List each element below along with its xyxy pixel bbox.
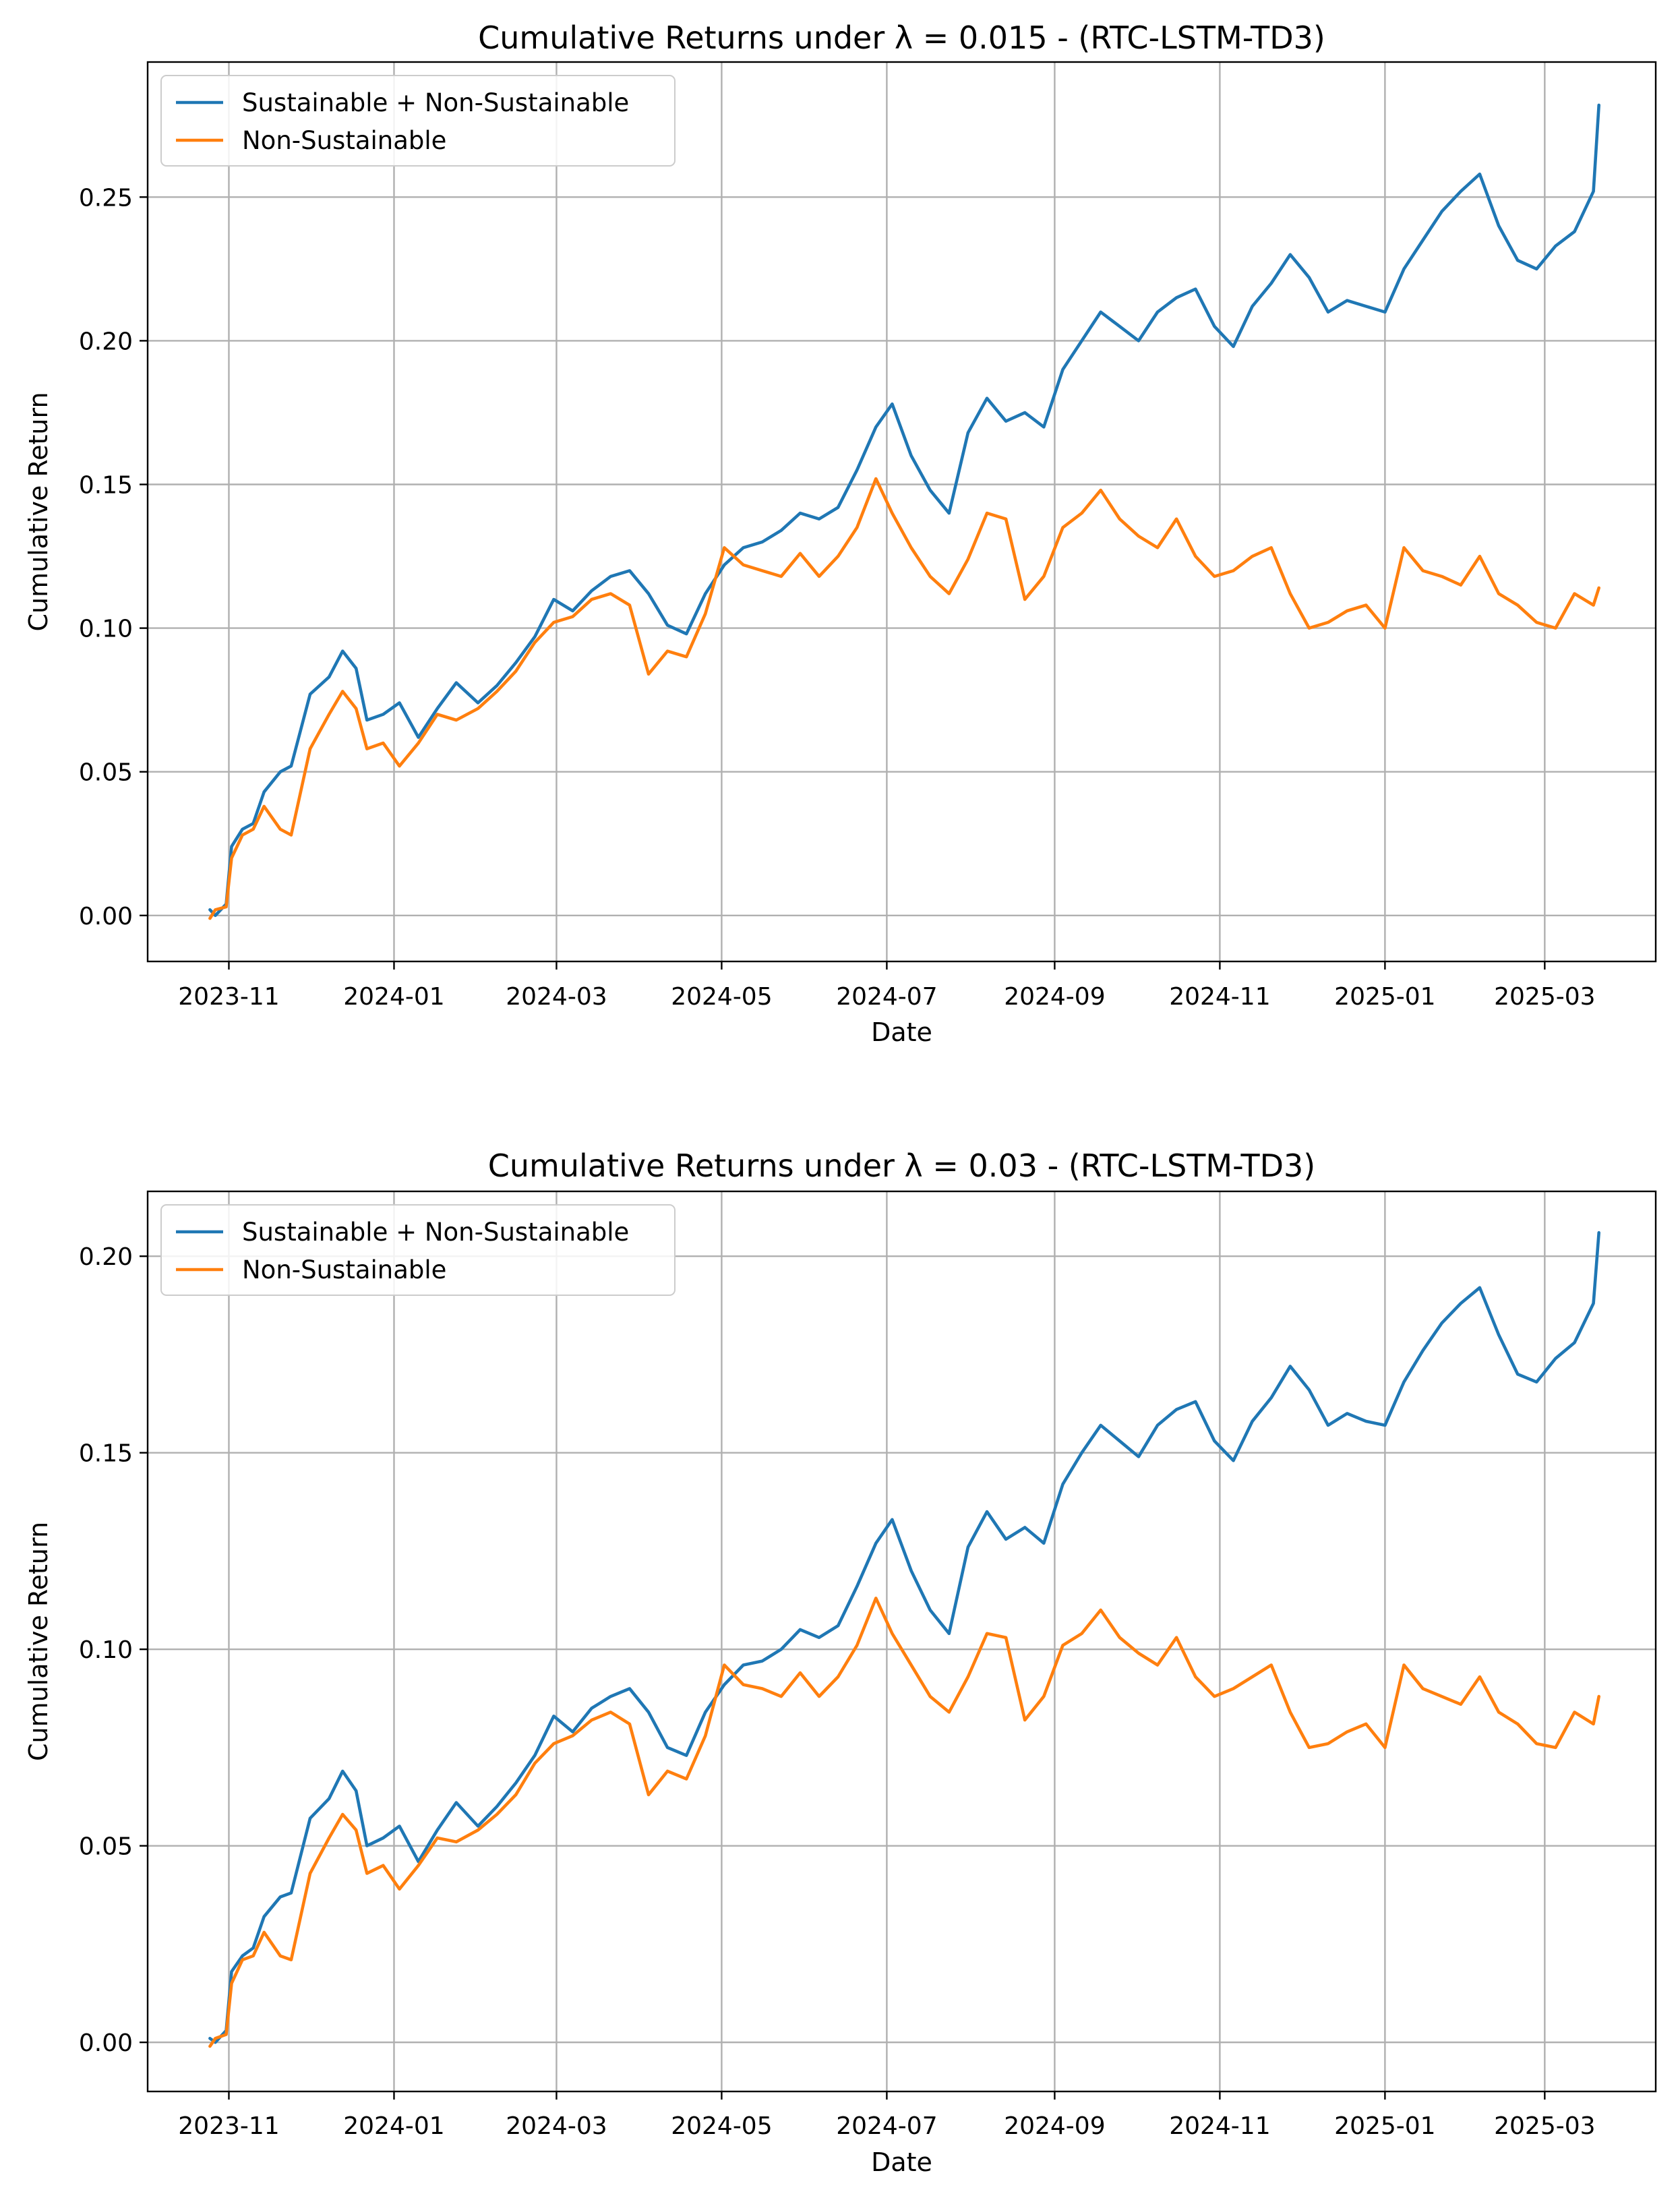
series-line-sustainable-plus-non-sustainable [208, 103, 1600, 918]
y-tick-label: 0.15 [79, 1440, 133, 1468]
legend: Sustainable + Non-Sustainable Non-Sustain… [160, 1204, 676, 1296]
legend-label: Sustainable + Non-Sustainable [242, 88, 629, 117]
y-tick-label: 0.00 [79, 2029, 133, 2057]
legend-label: Sustainable + Non-Sustainable [242, 1218, 629, 1247]
x-axis-label: Date [871, 2147, 932, 2177]
y-tick-label: 0.10 [79, 1636, 133, 1664]
plot-frame [146, 1190, 1657, 2093]
legend-label: Non-Sustainable [242, 1255, 446, 1284]
x-tick-label: 2023-11 [178, 2112, 279, 2140]
x-tick-label: 2024-09 [1004, 983, 1105, 1011]
x-axis-label: Date [871, 1017, 932, 1047]
y-tick-label: 0.00 [79, 903, 133, 930]
y-axis-label: Cumulative Return [24, 1522, 53, 1761]
y-tick-label: 0.10 [79, 616, 133, 643]
y-tick-label: 0.25 [79, 184, 133, 212]
x-tick-label: 2024-03 [506, 2112, 607, 2140]
chart-title: Cumulative Returns under λ = 0.03 - (RTC… [488, 1148, 1315, 1184]
series-line-non-sustainable [208, 1597, 1600, 2048]
x-tick-label: 2023-11 [178, 983, 279, 1011]
x-tick-label: 2024-07 [836, 2112, 937, 2140]
x-tick-label: 2025-01 [1334, 2112, 1435, 2140]
x-tick-label: 2024-01 [343, 983, 444, 1011]
y-tick-label: 0.15 [79, 472, 133, 500]
y-tick-label: 0.20 [79, 328, 133, 355]
x-tick-label: 2024-09 [1004, 2112, 1105, 2140]
x-tick-label: 2025-01 [1334, 983, 1435, 1011]
gridlines [148, 1191, 1656, 2091]
y-tick-label: 0.05 [79, 1833, 133, 1861]
chart-panel-2: Cumulative Returns under λ = 0.03 - (RTC… [24, 1148, 1657, 2177]
x-tick-label: 2024-07 [836, 983, 937, 1011]
x-tick-label: 2024-11 [1169, 983, 1270, 1011]
legend-label: Non-Sustainable [242, 126, 446, 155]
series-group [208, 1230, 1600, 2048]
legend-box [160, 75, 676, 167]
x-tick-label: 2024-03 [506, 983, 607, 1011]
y-axis-label: Cumulative Return [24, 392, 53, 631]
chart-panel-1: Cumulative Returns under λ = 0.015 - (RT… [24, 20, 1657, 1047]
legend: Sustainable + Non-Sustainable Non-Sustain… [160, 75, 676, 167]
series-line-non-sustainable [208, 477, 1600, 920]
x-tick-label: 2024-05 [671, 2112, 772, 2140]
gridlines [148, 62, 1656, 961]
series-group [208, 103, 1600, 920]
chart-title: Cumulative Returns under λ = 0.015 - (RT… [478, 20, 1325, 56]
x-tick-label: 2025-03 [1494, 2112, 1595, 2140]
plot-frame [146, 61, 1657, 963]
y-tick-label: 0.20 [79, 1243, 133, 1271]
x-tick-label: 2024-01 [343, 2112, 444, 2140]
x-tick-label: 2024-11 [1169, 2112, 1270, 2140]
x-tick-label: 2025-03 [1494, 983, 1595, 1011]
y-tick-label: 0.05 [79, 759, 133, 787]
legend-box [160, 1204, 676, 1296]
x-tick-label: 2024-05 [671, 983, 772, 1011]
series-line-sustainable-plus-non-sustainable [208, 1230, 1600, 2044]
